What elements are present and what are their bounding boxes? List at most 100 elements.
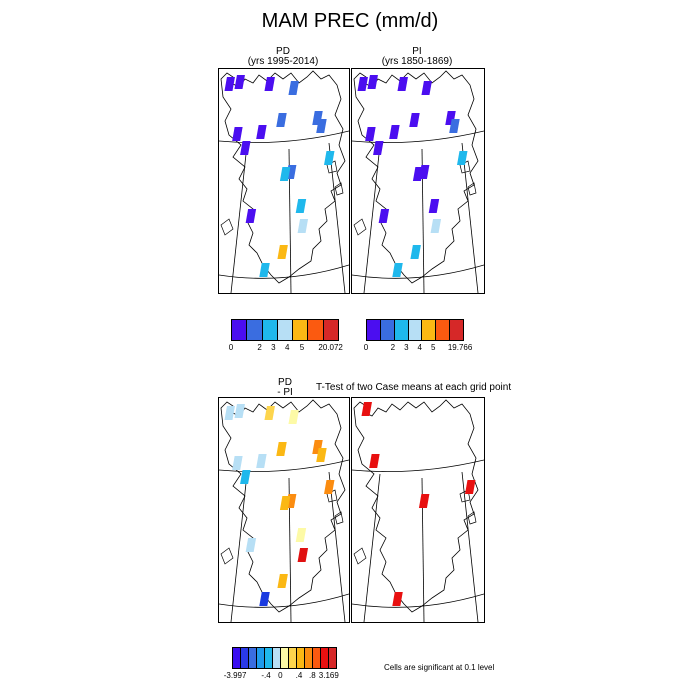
pd-gridline: [219, 264, 349, 279]
pi-gridline: [352, 264, 484, 279]
diff-grid-cell: [279, 496, 291, 510]
ttest-gridline: [352, 459, 484, 473]
pd-grid-cell: [234, 75, 245, 89]
colorbar-tick-label: -.4: [261, 671, 271, 680]
colorbar-swatch: [297, 648, 305, 668]
diff-gridline: [328, 471, 346, 622]
colorbar-swatch: [265, 648, 273, 668]
colorbar-tick-label: 20.072: [318, 343, 343, 352]
ttest-island: [459, 489, 471, 503]
pi-grid-cell: [449, 119, 460, 133]
colorbar-tick-label: 0: [363, 343, 369, 352]
diff-grid-cell: [297, 548, 309, 562]
pd-gridline: [219, 130, 349, 144]
diff-grid-cell: [224, 406, 235, 420]
ttest-grid-cell: [369, 454, 380, 468]
diff-grid-cell: [256, 454, 267, 468]
pi-grid-cell: [457, 151, 468, 165]
pd-grid-cell: [232, 127, 243, 141]
diff-grid-cell: [324, 480, 335, 494]
map-panel-pi: [351, 68, 485, 294]
pi-grid-cell: [421, 81, 432, 95]
colorbar-swatch: [367, 320, 381, 340]
colorbar-diff: [232, 647, 337, 669]
colorbar-swatch: [313, 648, 321, 668]
map-panel-diff: [218, 397, 350, 623]
pd-grid-cell: [295, 199, 307, 213]
colorbar-tick-label: -3.997: [223, 671, 247, 680]
diff-grid-cell: [295, 528, 307, 542]
colorbar-swatch: [394, 320, 409, 340]
colorbar-swatch: [233, 648, 241, 668]
diff-island: [220, 547, 234, 565]
diff-map-svg: [219, 399, 349, 622]
main-title: MAM PREC (mm/d): [261, 10, 439, 32]
colorbar-swatch: [281, 648, 289, 668]
colorbar-pi: [366, 319, 464, 341]
colorbar-tick-label: .8: [308, 671, 316, 680]
pd-panel-title: PD (yrs 1995-2014): [218, 47, 348, 67]
colorbar-swatch: [247, 320, 263, 340]
pi-gridline: [352, 130, 484, 144]
colorbar-tick-label: 3.169: [318, 671, 339, 680]
colorbar-swatch: [262, 320, 278, 340]
pi-grid-cell: [378, 209, 390, 223]
colorbar-tick-label: 2: [257, 343, 262, 352]
diff-grid-cell: [277, 574, 288, 588]
pd-title: PD: [276, 46, 290, 57]
pi-grid-cell: [389, 125, 400, 139]
colorbar-swatch: [273, 648, 281, 668]
pd-years: (yrs 1995-2014): [247, 56, 319, 67]
pd-grid-cell: [264, 77, 275, 91]
pi-grid-cell: [397, 77, 408, 91]
pi-grid-cell: [365, 127, 376, 141]
diff-coastline: [220, 399, 346, 613]
diff-grid-cell: [276, 442, 287, 456]
colorbar-swatch: [249, 648, 257, 668]
colorbar-tick-label: 3: [271, 343, 276, 352]
ttest-grid-cell: [418, 494, 430, 508]
colorbar-tick-label: 0: [278, 671, 283, 680]
ttest-grid-cell: [465, 480, 476, 494]
pi-grid-cell: [428, 199, 440, 213]
pd-gridline: [230, 144, 248, 293]
diff-grid-cell: [264, 406, 275, 420]
pd-grid-cell: [297, 219, 309, 233]
pd-grid-cell: [316, 119, 327, 133]
diff-grid-cell: [288, 410, 299, 424]
colorbar-swatch: [323, 320, 338, 340]
significance-note: Cells are significant at 0.1 level: [384, 663, 495, 672]
colorbar-pi-labels: 0 2 3 4 5 19.766: [363, 343, 473, 355]
pd-grid-cell: [276, 113, 287, 127]
colorbar-tick-label: 4: [417, 343, 422, 352]
colorbar-tick-label: 0: [228, 343, 234, 352]
pd-grid-cell: [324, 151, 335, 165]
pi-grid-cell: [410, 245, 421, 259]
colorbar-swatch: [329, 648, 336, 668]
ttest-title: T-Test of two Case means at each grid po…: [316, 382, 512, 393]
pi-panel-title: PI (yrs 1850-1869): [351, 47, 483, 67]
pi-grid-cell: [412, 167, 424, 181]
pd-grid-cell: [288, 81, 299, 95]
pi-years: (yrs 1850-1869): [381, 56, 453, 67]
diff-island: [334, 511, 344, 525]
pi-title: PI: [412, 46, 422, 57]
ttest-island: [467, 511, 477, 525]
diff-grid-cell: [240, 470, 251, 484]
diff-subtitle: - PI: [277, 387, 293, 398]
diff-grid-cell: [245, 538, 257, 552]
pi-island: [353, 218, 367, 236]
ttest-island: [353, 547, 367, 565]
diff-grid-cell: [316, 448, 327, 462]
colorbar-swatch: [408, 320, 423, 340]
pd-island: [334, 182, 344, 196]
ttest-grid-cell: [361, 402, 372, 416]
pd-grid-cell: [224, 77, 235, 91]
pi-grid-cell: [392, 263, 403, 277]
diff-grid-cell: [234, 404, 245, 418]
pd-grid-cell: [279, 167, 291, 181]
ttest-coastline: [353, 399, 479, 613]
colorbar-tick-label: 19.766: [447, 343, 473, 352]
pd-map-svg: [219, 70, 349, 293]
colorbar-pd: [231, 319, 339, 341]
